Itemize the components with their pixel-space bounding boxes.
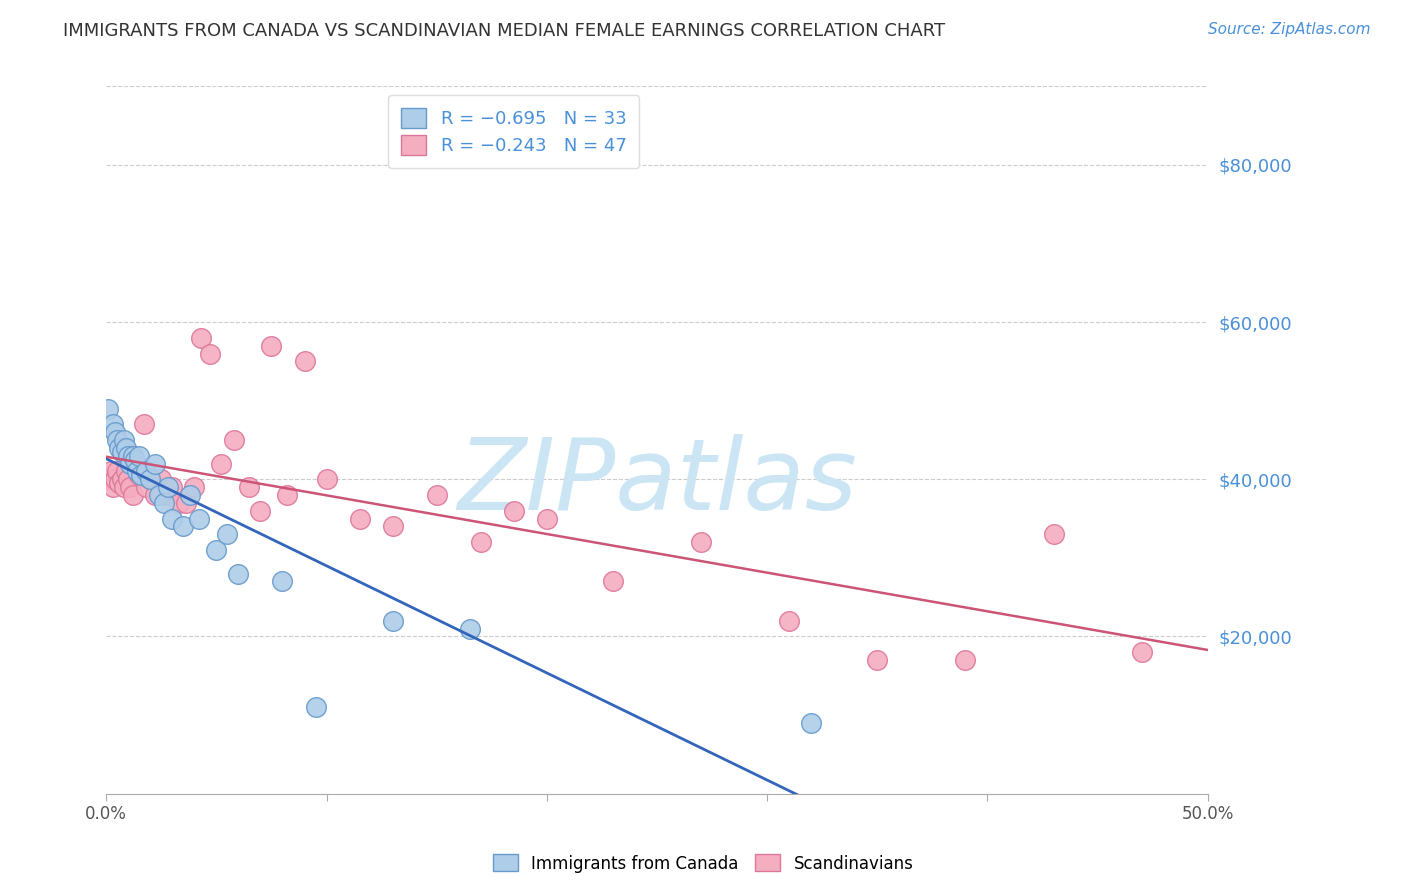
Point [108, 441, 131, 455]
Point [112, 433, 135, 447]
Point [294, 354, 316, 368]
Point [209, 457, 232, 471]
Point [238, 480, 260, 494]
Text: Source: ZipAtlas.com: Source: ZipAtlas.com [1208, 22, 1371, 37]
Point [1130, 645, 1153, 659]
Point [187, 511, 209, 525]
Point [111, 472, 134, 486]
Point [536, 511, 558, 525]
Point [162, 480, 184, 494]
Point [135, 465, 157, 479]
Point [101, 417, 124, 432]
Point [217, 527, 239, 541]
Point [105, 465, 128, 479]
Point [120, 457, 142, 471]
Point [381, 614, 404, 628]
Point [115, 465, 138, 479]
Text: IMMIGRANTS FROM CANADA VS SCANDINAVIAN MEDIAN FEMALE EARNINGS CORRELATION CHART: IMMIGRANTS FROM CANADA VS SCANDINAVIAN M… [63, 22, 945, 40]
Point [156, 488, 179, 502]
Point [124, 457, 146, 471]
Point [228, 566, 250, 581]
Point [117, 449, 139, 463]
Point [112, 480, 135, 494]
Point [162, 511, 184, 525]
Point [124, 452, 146, 467]
Point [156, 480, 179, 494]
Point [183, 480, 205, 494]
Point [97, 401, 120, 416]
Point [121, 449, 143, 463]
Point [198, 346, 221, 360]
Point [800, 715, 823, 730]
Point [120, 480, 142, 494]
Point [426, 488, 449, 502]
Point [190, 331, 212, 345]
Point [866, 653, 889, 667]
Point [690, 535, 713, 549]
Point [104, 425, 127, 439]
Point [271, 574, 294, 589]
Point [132, 417, 155, 432]
Point [172, 519, 194, 533]
Point [100, 465, 122, 479]
Point [381, 519, 404, 533]
Point [101, 480, 124, 494]
Point [97, 472, 120, 486]
Point [115, 441, 138, 455]
Point [260, 339, 283, 353]
Point [139, 472, 162, 486]
Point [315, 472, 337, 486]
Point [105, 433, 128, 447]
Legend: Immigrants from Canada, Scandinavians: Immigrants from Canada, Scandinavians [486, 847, 920, 880]
Point [104, 472, 127, 486]
Point [179, 488, 201, 502]
Point [470, 535, 492, 549]
Point [128, 449, 150, 463]
Point [143, 488, 166, 502]
Legend: R = −0.695   N = 33, R = −0.243   N = 47: R = −0.695 N = 33, R = −0.243 N = 47 [388, 95, 640, 168]
Point [955, 653, 977, 667]
Point [249, 504, 271, 518]
Point [117, 472, 139, 486]
Point [135, 480, 157, 494]
Point [152, 496, 174, 510]
Point [128, 468, 150, 483]
Point [111, 445, 134, 459]
Point [304, 700, 326, 714]
Point [143, 457, 166, 471]
Point [139, 472, 162, 486]
Point [276, 488, 298, 502]
Point [778, 614, 800, 628]
Point [1042, 527, 1064, 541]
Point [148, 488, 170, 502]
Point [131, 468, 153, 483]
Point [108, 476, 131, 491]
Point [205, 543, 228, 558]
Point [458, 622, 481, 636]
Point [602, 574, 624, 589]
Point [121, 488, 143, 502]
Point [150, 472, 173, 486]
Point [222, 433, 245, 447]
Point [349, 511, 371, 525]
Point [174, 496, 197, 510]
Point [167, 496, 190, 510]
Text: ZIPatlas: ZIPatlas [457, 434, 856, 531]
Point [502, 504, 524, 518]
Point [125, 465, 148, 479]
